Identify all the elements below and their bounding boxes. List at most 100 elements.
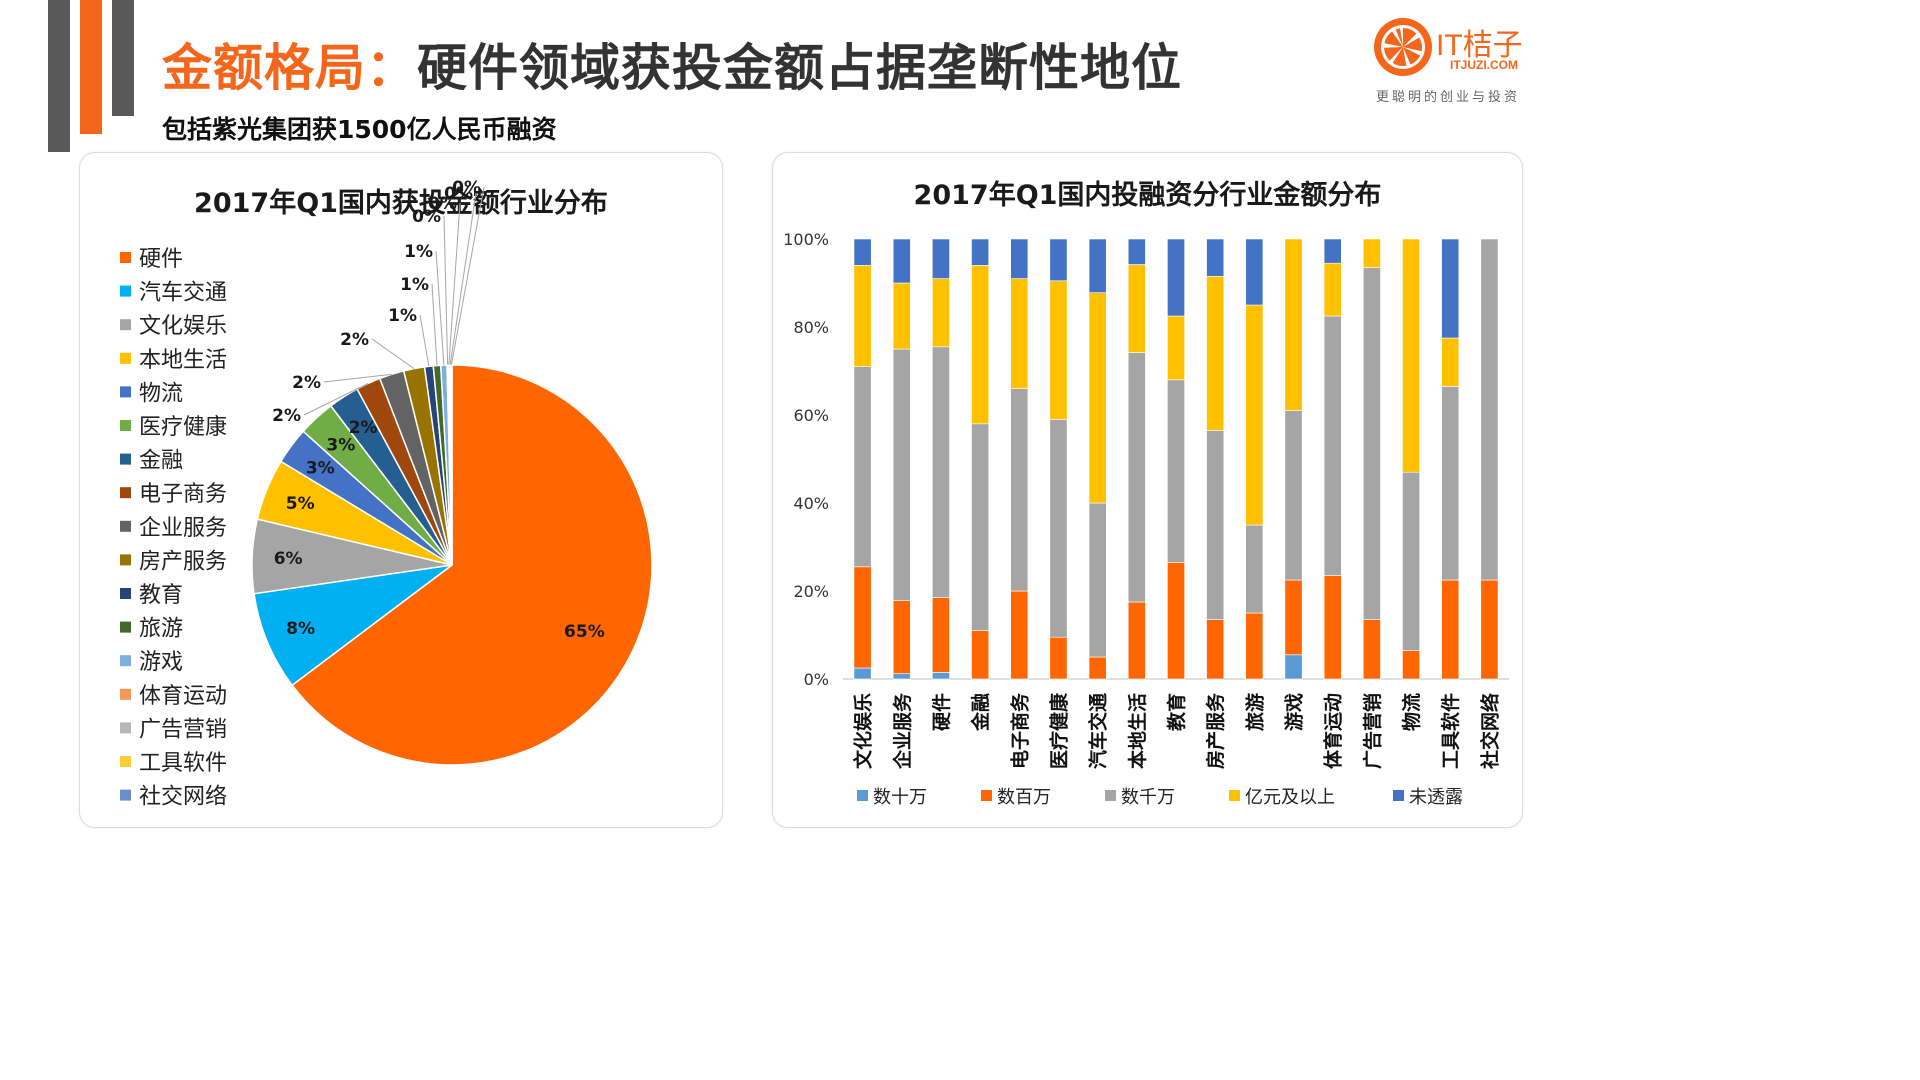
bar-segment [1010, 278, 1029, 389]
legend-label: 社交网络 [139, 785, 227, 810]
legend-label: 数百万 [997, 787, 1051, 808]
bar-segment [892, 282, 911, 350]
legend-label: 旅游 [139, 617, 183, 642]
bar-segment [1323, 238, 1342, 264]
bar-segment [1402, 471, 1420, 651]
x-tick-label: 工具软件 [1439, 693, 1462, 769]
bar-segment [1206, 619, 1225, 680]
legend-swatch [120, 621, 131, 633]
page-subtitle: 包括紫光集团获1500亿人民币融资 [162, 115, 557, 144]
bar-segment [1402, 650, 1420, 680]
bar-segment [1167, 315, 1185, 381]
bar-segment [1088, 292, 1107, 504]
x-tick-label: 企业服务 [891, 692, 914, 770]
legend-label: 物流 [139, 381, 183, 406]
bar-segment [892, 238, 911, 284]
bar-segment [892, 348, 911, 601]
bar-segment [1323, 262, 1342, 317]
legend-label: 硬件 [139, 247, 183, 272]
bar-segment [1441, 579, 1460, 680]
bar-segment [853, 667, 872, 680]
bar-segment [1088, 502, 1107, 658]
pie-leader-line [371, 338, 415, 370]
pie-data-label: 1% [404, 242, 433, 262]
legend-swatch [120, 588, 131, 599]
x-tick-label: 社交网络 [1478, 693, 1501, 770]
bar-segment [971, 423, 990, 631]
bar-segment [1245, 238, 1264, 306]
bar-segment [971, 238, 990, 266]
x-tick-label: 电子商务 [1008, 692, 1031, 769]
legend-swatch [120, 453, 131, 465]
bar-segment [853, 265, 872, 367]
page-title-main: 硬件领域获投金额占据垄断性地位 [417, 39, 1182, 97]
bar-segment [932, 238, 950, 279]
bar-segment [1323, 575, 1342, 680]
y-tick-label: 60% [793, 406, 829, 425]
pie-data-label: 1% [400, 275, 429, 295]
x-tick-label: 广告营销 [1361, 693, 1384, 769]
legend-label: 未透露 [1409, 787, 1463, 808]
legend-label: 亿元及以上 [1245, 787, 1335, 808]
bar-segment [1127, 601, 1146, 680]
pie-leader-line [449, 192, 477, 366]
bar-segment [1245, 524, 1264, 614]
pie-data-label: 65% [564, 622, 605, 642]
pie-data-label: 0% [428, 194, 457, 214]
decor-bar-gray-1 [48, 0, 70, 152]
bar-segment [932, 672, 950, 680]
x-tick-label: 房产服务 [1204, 692, 1227, 769]
y-tick-label: 20% [793, 582, 829, 601]
legend-swatch [120, 352, 131, 364]
pie-leader-line [448, 202, 461, 366]
legend-label: 广告营销 [139, 717, 227, 742]
bar-segment [1245, 612, 1264, 680]
bar-segment [892, 600, 911, 675]
pie-data-label: 2% [340, 330, 369, 350]
y-tick-label: 100% [783, 230, 829, 249]
bar-segment [853, 366, 872, 568]
bar-segment [853, 566, 872, 669]
bar-segment [1362, 238, 1381, 268]
bar-segment [932, 597, 950, 673]
brand-tagline: 更聪明的创业与投资 [1376, 90, 1521, 105]
bar-segment [932, 346, 950, 598]
pie-data-label: 3% [306, 458, 335, 478]
bar-segment [1284, 410, 1303, 581]
legend-swatch [120, 285, 131, 297]
bar-segment [1362, 267, 1381, 620]
decor-bar-gray-2 [112, 0, 134, 116]
legend-label: 金融 [139, 449, 183, 474]
bar-segment [892, 673, 911, 680]
legend-swatch [120, 756, 131, 767]
legend-label: 数十万 [873, 787, 927, 808]
bar-segment [1284, 654, 1303, 680]
x-tick-label: 本地生活 [1126, 693, 1149, 769]
x-tick-label: 金融 [969, 693, 992, 732]
y-tick-label: 80% [793, 318, 829, 337]
legend-label: 本地生活 [139, 348, 227, 373]
legend-label: 游戏 [139, 650, 183, 675]
y-tick-label: 0% [804, 670, 829, 689]
legend-label: 医疗健康 [139, 415, 227, 440]
x-tick-label: 教育 [1165, 693, 1188, 731]
brand-url: ITJUZI.COM [1450, 58, 1518, 72]
bar-segment [1441, 238, 1460, 339]
pie-data-label: 5% [286, 494, 315, 514]
legend-swatch [120, 420, 131, 431]
legend-label: 企业服务 [139, 516, 227, 541]
legend-label: 汽车交通 [139, 281, 227, 306]
x-tick-label: 文化娱乐 [852, 693, 875, 769]
legend-swatch [857, 790, 868, 801]
legend-swatch [120, 655, 131, 667]
pie-leader-line [323, 373, 392, 383]
legend-swatch [120, 386, 131, 398]
pie-chart-title: 2017年Q1国内获投金额行业分布 [194, 188, 608, 219]
bar-segment [1245, 304, 1264, 526]
bar-segment [971, 265, 990, 425]
legend-swatch [120, 487, 131, 499]
stacked-bar-chart: 0% 20% 40% 60% 80% 100% 文化娱乐 企业服务 硬件 金融 电子商务 医疗健康 汽车… [783, 230, 1509, 808]
legend-label: 文化娱乐 [139, 314, 227, 339]
decor-bar-orange [80, 0, 102, 134]
legend-label: 体育运动 [139, 684, 227, 709]
